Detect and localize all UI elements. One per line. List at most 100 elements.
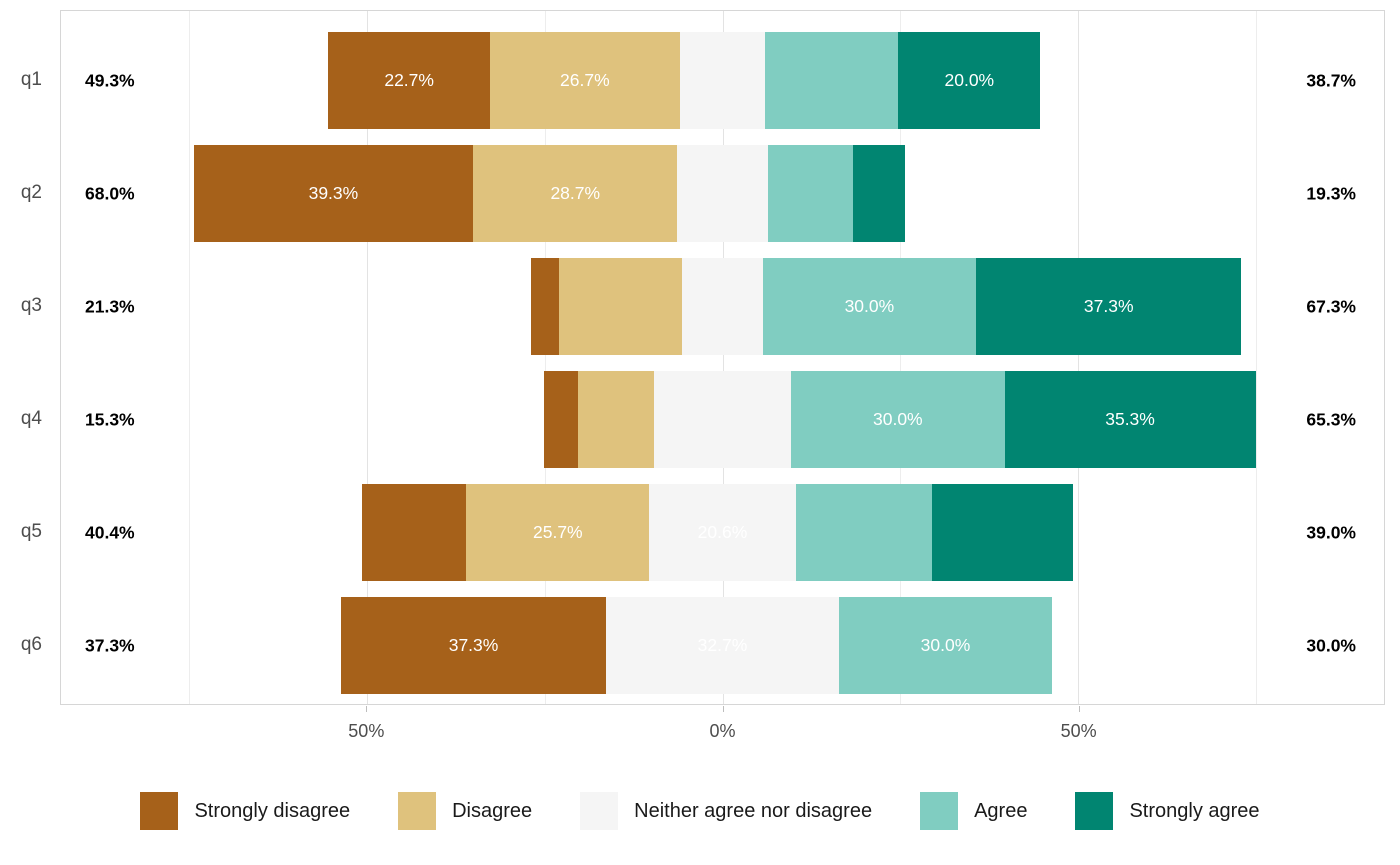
bar-segment-disagree: 28.7% [473, 145, 678, 242]
bar-segment-agree [765, 32, 899, 129]
bar-segment-strongly-agree: 20.0% [898, 32, 1041, 129]
gridlines-layer [61, 11, 1384, 704]
bar-segment-agree: 30.0% [762, 258, 977, 355]
bar-row-q6: 37.3% 32.7% 30.0% [61, 597, 1384, 694]
segment-value-label: 37.3% [448, 635, 499, 655]
x-tick-mark [1078, 706, 1080, 712]
bar-segment-strongly-agree [853, 145, 905, 242]
segment-value-label: 32.7% [697, 635, 748, 655]
total-disagree-q1: 49.3% [85, 70, 135, 90]
segment-value-label: 28.7% [550, 183, 601, 203]
category-label-q1: q1 [20, 68, 42, 90]
segment-value-label: 30.0% [920, 635, 971, 655]
legend-item-disagree: Disagree [398, 792, 532, 830]
segment-value-label: 35.3% [1105, 409, 1155, 429]
legend-label: Disagree [452, 799, 533, 822]
segment-value-label: 20.6% [697, 522, 748, 542]
legend-swatch-strongly-disagree [140, 792, 179, 830]
legend-swatch-neither-agree-nor-disagree [580, 792, 619, 830]
gridline [1078, 11, 1080, 704]
bar-segment-strongly-disagree [544, 371, 578, 468]
x-tick-label: 0% [709, 721, 736, 741]
category-label-q4: q4 [20, 407, 42, 429]
category-label-q2: q2 [20, 181, 42, 203]
total-agree-q6: 30.0% [1306, 635, 1356, 655]
legend-item-agree: Agree [920, 792, 1027, 830]
bar-segment-disagree [577, 371, 654, 468]
total-agree-q5: 39.0% [1306, 522, 1356, 542]
bar-segment-agree: 30.0% [838, 597, 1053, 694]
gridline [366, 11, 368, 704]
bar-segment-strongly-agree: 37.3% [976, 258, 1242, 355]
gridline [544, 11, 546, 704]
total-disagree-q3: 21.3% [85, 296, 135, 316]
bar-row-q5: 25.7% 20.6% [61, 484, 1384, 581]
bar-segment-neither-agree-nor-disagree [682, 258, 763, 355]
plot-panel: 22.7% 26.7% 20.0% 39.3% 28.7% 30.0% 37.3% 30.0%… [60, 10, 1385, 705]
bar-row-q2: 39.3% 28.7% [61, 145, 1384, 242]
category-label-q6: q6 [20, 633, 42, 655]
legend-swatch-strongly-agree [1075, 792, 1114, 830]
bar-segment-strongly-agree [931, 484, 1074, 581]
bar-segment-agree: 30.0% [791, 371, 1005, 468]
segment-value-label: 30.0% [873, 409, 923, 429]
bars-layer: 22.7% 26.7% 20.0% 39.3% 28.7% 30.0% 37.3% 30.0%… [61, 11, 1384, 704]
segment-value-label: 25.7% [533, 522, 583, 542]
bar-segment-neither-agree-nor-disagree [679, 32, 766, 129]
category-label-q5: q5 [20, 520, 42, 542]
bar-segment-disagree: 26.7% [489, 32, 680, 129]
legend-item-strongly-agree: Strongly agree [1075, 792, 1260, 830]
total-disagree-q4: 15.3% [85, 409, 135, 429]
legend-swatch-agree [920, 792, 959, 830]
total-agree-q1: 38.7% [1306, 70, 1356, 90]
x-tick-mark [366, 706, 368, 712]
segment-value-label: 22.7% [384, 70, 434, 90]
total-agree-q4: 65.3% [1306, 409, 1356, 429]
bar-segment-agree [795, 484, 932, 581]
x-tick-label: 50% [1060, 721, 1097, 741]
segment-value-label: 39.3% [308, 183, 359, 203]
total-disagree-q5: 40.4% [85, 522, 135, 542]
legend-label: Agree [974, 799, 1028, 822]
legend-label: Strongly agree [1129, 799, 1260, 822]
bar-segment-disagree [559, 258, 683, 355]
x-tick-label: 50% [348, 721, 385, 741]
bar-segment-strongly-disagree [361, 484, 467, 581]
legend-item-neither-agree-nor-disagree: Neither agree nor disagree [580, 792, 872, 830]
bar-segment-strongly-disagree [530, 258, 560, 355]
segment-value-label: 30.0% [844, 296, 895, 316]
bar-row-q3: 30.0% 37.3% [61, 258, 1384, 355]
gridline [1255, 11, 1257, 704]
bar-segment-strongly-disagree: 22.7% [328, 32, 490, 129]
gridline [189, 11, 191, 704]
bar-segment-neither-agree-nor-disagree [677, 145, 768, 242]
category-label-q3: q3 [20, 294, 42, 316]
bar-segment-neither-agree-nor-disagree [653, 371, 792, 468]
total-disagree-q2: 68.0% [85, 183, 135, 203]
legend-swatch-disagree [398, 792, 437, 830]
total-agree-q3: 67.3% [1306, 296, 1356, 316]
gridline [900, 11, 902, 704]
bar-segment-neither-agree-nor-disagree: 20.6% [649, 484, 796, 581]
bar-row-q1: 22.7% 26.7% 20.0% [61, 32, 1384, 129]
legend-label: Strongly disagree [194, 799, 351, 822]
totals-layer: 49.3% 38.7% 68.0% 19.3% 21.3% 67.3% 15.3% 65.3%… [61, 11, 1384, 704]
bar-row-q4: 30.0% 35.3% [61, 371, 1384, 468]
bar-segment-neither-agree-nor-disagree: 32.7% [606, 597, 839, 694]
bar-segment-strongly-disagree: 39.3% [193, 145, 474, 242]
segment-value-label: 26.7% [560, 70, 610, 90]
total-agree-q2: 19.3% [1306, 183, 1356, 203]
legend-label: Neither agree nor disagree [634, 799, 873, 822]
legend-item-strongly-disagree: Strongly disagree [140, 792, 350, 830]
x-tick-mark [722, 706, 724, 712]
gridline [722, 11, 724, 704]
legend: Strongly disagree Disagree Neither agree n… [0, 792, 1400, 830]
total-disagree-q6: 37.3% [85, 635, 135, 655]
bar-segment-strongly-disagree: 37.3% [340, 597, 607, 694]
bar-segment-disagree: 25.7% [466, 484, 650, 581]
segment-value-label: 37.3% [1083, 296, 1134, 316]
segment-value-label: 20.0% [944, 70, 995, 90]
bar-segment-agree [767, 145, 853, 242]
bar-segment-strongly-agree: 35.3% [1004, 371, 1256, 468]
